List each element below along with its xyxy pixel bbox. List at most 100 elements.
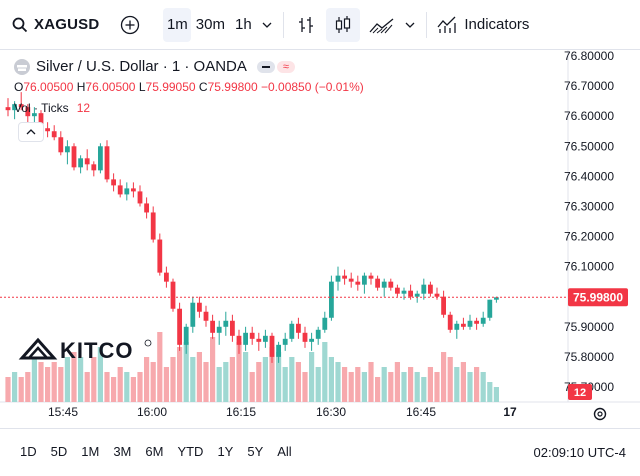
volume-bar (309, 352, 315, 402)
candle-body (421, 284, 427, 294)
volume-label: Vol · Ticks (14, 101, 69, 115)
candle-body (414, 293, 420, 297)
volume-bar (355, 367, 361, 402)
candle-body (183, 326, 189, 345)
volume-bar (467, 372, 473, 402)
range-1y[interactable]: 1Y (217, 444, 234, 459)
volume-bar (111, 377, 117, 402)
price-tick-label: 75.90000 (564, 320, 614, 334)
current-price-label: 75.99800 (573, 290, 623, 304)
low-value: 75.99050 (145, 80, 196, 94)
candle-body (12, 104, 17, 111)
volume-bar (210, 337, 216, 402)
volume-bar (421, 377, 427, 402)
area-chart-type-button[interactable] (364, 8, 400, 42)
candle-body (348, 278, 354, 282)
volume-bar (262, 357, 268, 402)
range-1d[interactable]: 1D (20, 444, 37, 459)
volume-bar (190, 357, 196, 402)
time-tick-label: 16:45 (406, 405, 436, 419)
range-all[interactable]: All (277, 444, 292, 459)
volume-badge (568, 384, 592, 400)
candle-body (487, 299, 493, 318)
high-value: 76.00500 (85, 80, 136, 94)
candle-body (375, 278, 380, 288)
candle-body (243, 332, 248, 345)
candle-body (98, 146, 103, 171)
candle-body (177, 308, 182, 345)
high-label: H (76, 80, 86, 94)
kitco-logo-mark (18, 337, 58, 360)
volume-bar (454, 367, 460, 402)
gear-icon-core (597, 411, 603, 417)
candle-body (190, 302, 196, 327)
price-tick-label: 76.40000 (564, 169, 614, 183)
volume-bar (91, 357, 97, 402)
kitco-wordmark: KITCO (60, 338, 133, 363)
volume-bar (295, 362, 301, 402)
interval-30m[interactable]: 30m (193, 8, 227, 42)
chevron-down-icon (262, 22, 272, 28)
close-value: 75.99800 (207, 80, 258, 94)
candle-body (335, 275, 341, 282)
candles-chart-type-button[interactable] (326, 7, 361, 42)
price-chart[interactable]: 76.80000 76.70000 76.60000 76.50000 76.40000… (0, 49, 640, 425)
volume-bar (474, 367, 480, 402)
symbol-search[interactable]: XAGUSD (12, 8, 99, 42)
range-5d[interactable]: 5D (50, 444, 68, 459)
range-1m[interactable]: 1M (81, 444, 100, 459)
volume-bar (196, 352, 202, 402)
symbol-label: XAGUSD (34, 16, 100, 33)
candle-body (388, 281, 394, 288)
volume-bar (216, 367, 222, 402)
volume-bar (137, 372, 143, 402)
settings-button[interactable] (593, 407, 607, 421)
registered-mark-icon (144, 339, 152, 347)
candle-body (329, 281, 334, 318)
indicators-button[interactable]: Indicators (433, 8, 533, 42)
chart-type-dropdown[interactable] (400, 8, 420, 42)
volume-bar (381, 367, 387, 402)
bar-chart-type-button[interactable] (290, 8, 322, 42)
range-3m[interactable]: 3M (113, 444, 132, 459)
volume-bar (361, 372, 367, 402)
candle-body (428, 284, 433, 294)
volume-bar (38, 362, 44, 402)
candle-body (309, 338, 314, 342)
volume-bar (71, 352, 77, 402)
range-6m[interactable]: 6M (145, 444, 164, 459)
range-5y[interactable]: 5Y (247, 444, 264, 459)
top-toolbar: XAGUSD 1m 30m 1h Indicators (0, 0, 640, 50)
time-axis[interactable]: 15:45 16:00 16:15 16:30 16:45 17 (48, 405, 517, 419)
volume-bar (328, 357, 334, 402)
candle-body (342, 275, 347, 279)
volume-bar (460, 362, 466, 402)
candle-body (434, 293, 440, 297)
chart-pane[interactable]: 76.80000 76.70000 76.60000 76.50000 76.40000… (0, 49, 640, 425)
candle-body (355, 281, 361, 285)
candle-body (18, 104, 24, 108)
interval-dropdown[interactable] (257, 8, 277, 42)
range-ytd[interactable]: YTD (177, 444, 204, 459)
candle-body (51, 131, 57, 138)
price-axis[interactable]: 76.80000 76.70000 76.60000 76.50000 76.40000… (564, 49, 614, 394)
interval-label: 1m (166, 16, 188, 33)
open-label: O (14, 80, 24, 94)
interval-1m[interactable]: 1m (163, 7, 192, 42)
legend-status-pill[interactable]: ≈ (256, 60, 295, 73)
candles (5, 92, 499, 363)
collapse-legend-button[interactable] (18, 122, 44, 142)
price-tick-label: 76.20000 (564, 230, 614, 244)
kitco-logo: KITCO (18, 337, 152, 363)
candles-icon (336, 15, 351, 33)
candle-body (45, 128, 50, 132)
interval-1h[interactable]: 1h (229, 8, 257, 42)
candle-body (25, 107, 31, 117)
candle-body (408, 290, 413, 297)
timezone-clock[interactable]: 02:09:10 UTC-4 (533, 445, 627, 460)
candle-body (137, 191, 143, 204)
compare-symbol-button[interactable] (113, 8, 147, 42)
open-value: 76.00500 (23, 80, 74, 94)
candle-body (263, 335, 268, 342)
current-price-marker: 75.99800 (568, 288, 628, 307)
